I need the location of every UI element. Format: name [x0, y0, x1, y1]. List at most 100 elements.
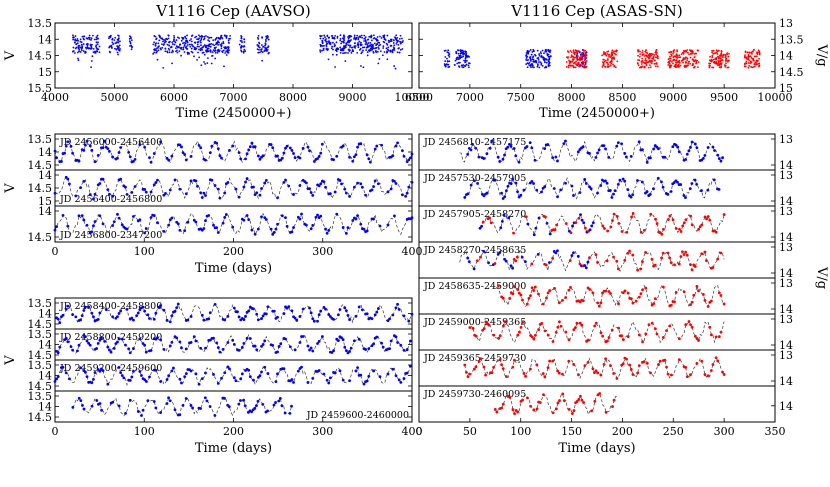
data-point — [237, 151, 241, 155]
data-point — [341, 338, 345, 342]
data-point — [79, 366, 83, 370]
data-point — [263, 216, 267, 220]
data-point — [529, 294, 532, 298]
data-point — [172, 50, 174, 53]
data-point — [213, 50, 216, 52]
data-point — [722, 302, 726, 306]
data-point — [209, 51, 212, 53]
data-point — [387, 49, 390, 52]
data-point — [572, 56, 575, 59]
data-point — [501, 402, 505, 406]
data-point — [180, 381, 183, 385]
data-point — [719, 159, 723, 163]
data-point — [152, 400, 156, 403]
data-point — [746, 51, 749, 54]
data-point — [691, 52, 693, 55]
data-point — [531, 64, 534, 67]
data-point — [359, 142, 363, 146]
data-point — [316, 319, 319, 323]
data-point — [695, 52, 698, 55]
data-point — [130, 39, 133, 41]
data-point — [405, 348, 409, 351]
data-point — [496, 155, 500, 159]
data-point — [758, 64, 761, 67]
data-point — [382, 36, 385, 39]
data-point — [522, 188, 526, 192]
data-point — [240, 372, 244, 376]
data-point — [386, 372, 390, 376]
data-point — [410, 152, 414, 156]
data-point — [471, 326, 475, 330]
data-point — [220, 376, 223, 380]
data-point — [586, 338, 590, 342]
data-point — [386, 223, 390, 227]
data-point — [476, 181, 479, 185]
data-point — [256, 318, 260, 322]
data-point — [193, 55, 195, 58]
data-point — [256, 399, 260, 403]
data-point — [347, 39, 350, 42]
data-point — [242, 398, 246, 402]
data-point — [568, 259, 572, 262]
data-point — [726, 52, 729, 55]
data-point — [92, 47, 95, 50]
data-point — [158, 34, 160, 37]
data-point — [686, 57, 689, 60]
asassn-right-panel-label: JD 2459000-2459365 — [423, 317, 526, 328]
data-point — [242, 218, 246, 222]
data-point — [203, 53, 206, 56]
data-point — [644, 59, 647, 62]
data-point — [133, 185, 137, 188]
data-point — [356, 214, 359, 218]
data-point — [516, 190, 519, 194]
data-point — [582, 49, 585, 52]
data-point — [663, 358, 667, 362]
data-point — [578, 65, 581, 68]
data-point — [711, 51, 713, 54]
data-point — [538, 61, 540, 63]
data-point — [527, 51, 530, 54]
data-point — [298, 217, 302, 221]
data-point — [692, 64, 695, 66]
data-point — [223, 191, 227, 195]
data-point — [148, 317, 151, 320]
data-point — [613, 50, 616, 53]
data-point — [393, 49, 396, 51]
data-point — [650, 52, 653, 55]
data-point — [268, 51, 270, 54]
data-point — [616, 60, 619, 63]
x-tick-label: 10000 — [395, 91, 430, 104]
data-point — [253, 193, 257, 197]
data-point — [588, 151, 591, 155]
data-point — [95, 347, 99, 350]
data-point — [602, 144, 606, 148]
data-point — [478, 226, 482, 230]
data-point — [482, 194, 486, 198]
data-point — [212, 223, 215, 227]
data-point — [690, 325, 694, 329]
data-point — [666, 192, 670, 196]
data-point — [399, 42, 402, 45]
data-point — [670, 64, 673, 67]
data-point — [529, 367, 532, 371]
data-point — [221, 347, 225, 351]
data-point — [543, 329, 547, 333]
data-point — [601, 224, 605, 228]
data-point — [649, 156, 652, 160]
data-point — [64, 307, 68, 311]
data-point — [716, 359, 720, 363]
data-point — [578, 321, 582, 325]
data-point — [667, 58, 670, 61]
data-point — [590, 224, 594, 228]
data-point — [166, 43, 169, 46]
data-point — [363, 37, 366, 40]
y-tick-label: 14 — [779, 50, 793, 63]
data-point — [343, 52, 346, 54]
data-point — [144, 380, 148, 383]
data-point — [112, 43, 115, 46]
asassn-right-panel-label: JD 2457530-2457905 — [423, 173, 526, 184]
data-point — [377, 46, 380, 49]
data-point — [124, 411, 127, 415]
data-point — [238, 43, 241, 46]
data-point — [170, 314, 174, 318]
